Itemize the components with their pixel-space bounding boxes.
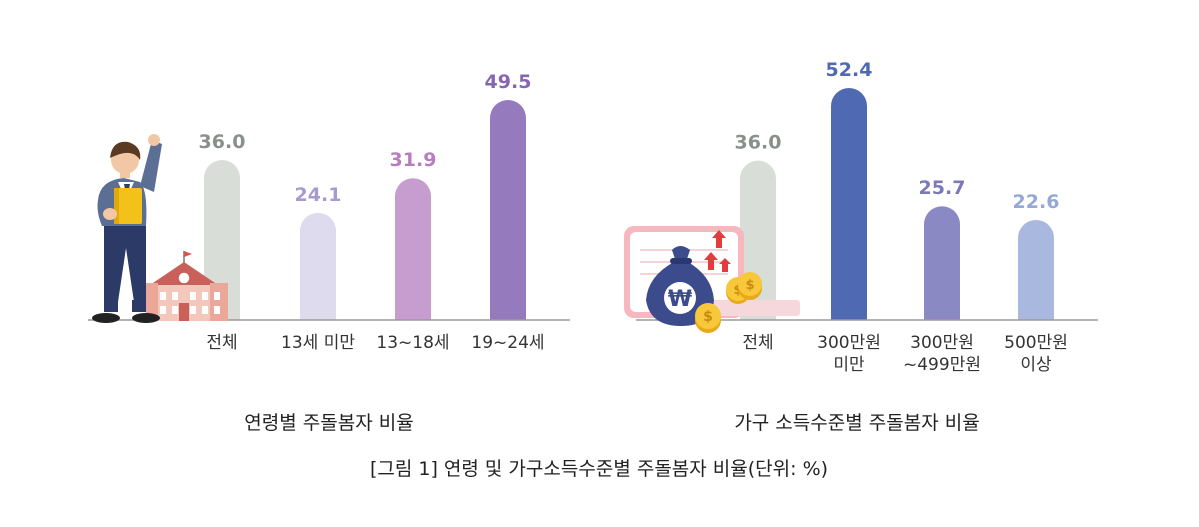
value-label: 31.9 (390, 149, 437, 171)
student-icon (92, 134, 162, 323)
bar (395, 178, 431, 320)
figure-caption: [그림 1] 연령 및 가구소득수준별 주돌봄자 비율(단위: %) (369, 458, 829, 480)
arrow-up-icon (704, 230, 731, 272)
value-label: 52.4 (826, 59, 873, 81)
category-label: 300만원 ~499만원 (903, 333, 981, 375)
student-school-illustration (92, 134, 228, 323)
age-chart: 36.0 전체 24.1 13세 미만 31.9 13~18세 49.5 19~24세 (88, 71, 570, 353)
category-label: 13세 미만 (281, 333, 355, 353)
value-label: 24.1 (295, 184, 342, 206)
income-chart: 36.0 전체 52.4 300만원 미만 25.7 300만원 ~499만원 22.6 500만… (636, 59, 1098, 375)
category-label: 13~18세 (376, 333, 449, 353)
bar (924, 206, 960, 320)
value-label: 36.0 (199, 131, 246, 153)
category-label: 19~24세 (471, 333, 544, 353)
category-label: 300만원 미만 (817, 333, 881, 375)
won-symbol: ₩ (668, 287, 692, 312)
coin-icon: $ $ $ (695, 272, 762, 333)
school-building-icon (146, 251, 228, 321)
category-label: 전체 (206, 333, 237, 353)
category-label: 전체 (742, 333, 773, 353)
coin-symbol: $ (703, 309, 713, 325)
chart-title-left: 연령별 주돌봄자 비율 (244, 412, 414, 434)
bar (204, 160, 240, 320)
bar (490, 100, 526, 320)
value-label: 49.5 (485, 71, 532, 93)
coin-symbol: $ (745, 278, 754, 293)
value-label: 22.6 (1013, 191, 1060, 213)
bar (1018, 219, 1054, 320)
value-label: 36.0 (735, 132, 782, 154)
category-label: 500만원 이상 (1004, 333, 1068, 375)
chart-title-right: 가구 소득수준별 주돌봄자 비율 (734, 412, 980, 434)
bar (831, 88, 867, 320)
money-bag-illustration: ₩ $ $ $ (624, 226, 800, 333)
value-label: 25.7 (919, 177, 966, 199)
coin-symbol: $ (733, 283, 742, 298)
bar (300, 212, 336, 320)
